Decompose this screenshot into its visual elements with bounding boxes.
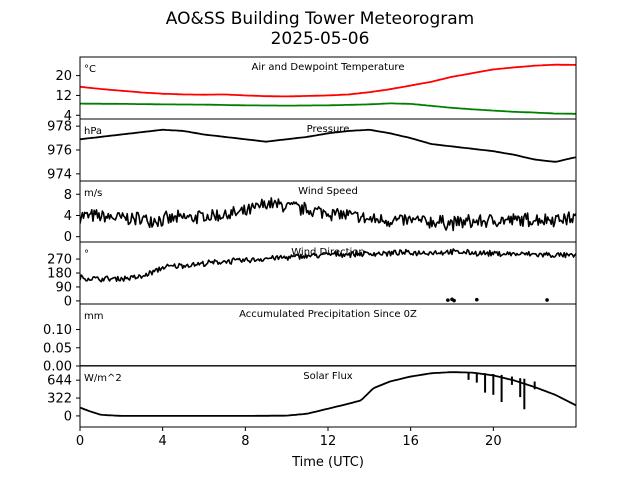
panel-series xyxy=(80,248,576,303)
panel-6: 0 322 644 W/m^2 Solar Flux xyxy=(47,365,577,428)
y-tick-label: 180 xyxy=(47,267,72,282)
y-tick-label: 644 xyxy=(47,374,72,389)
y-tick-label: 270 xyxy=(47,253,72,268)
panel-unit: ° xyxy=(84,249,89,260)
panel-series xyxy=(80,197,576,232)
y-tick-label: 322 xyxy=(47,392,72,407)
data-point xyxy=(446,298,450,302)
series-line-1 xyxy=(80,197,576,232)
x-axis: 0 4 8 12 16 20 xyxy=(76,427,502,449)
panel-series xyxy=(80,371,576,417)
panel-series xyxy=(80,128,576,163)
panel-unit: hPa xyxy=(84,126,102,137)
panel-title: Pressure xyxy=(307,124,350,135)
panel-1: 4 12 20 °C Air and Dewpoint Temperature xyxy=(55,56,577,124)
panel-3: 0 4 8 m/s Wind Speed xyxy=(64,180,577,245)
panel-title: Solar Flux xyxy=(303,371,353,382)
chart-subtitle: 2025-05-06 xyxy=(271,29,370,49)
y-tick-label: 0.10 xyxy=(43,323,72,338)
panel-unit: m/s xyxy=(84,188,102,199)
panel-2: 974 976 978 hPa Pressure xyxy=(47,118,577,182)
series-line-2 xyxy=(80,102,576,115)
y-tick-label: 20 xyxy=(55,69,72,84)
data-point xyxy=(452,298,456,303)
y-tick-label: 8 xyxy=(64,188,72,203)
x-tick-label: 16 xyxy=(402,434,419,449)
x-tick-label: 0 xyxy=(76,434,84,449)
panel-unit: °C xyxy=(84,64,96,75)
series-line-1 xyxy=(80,63,576,98)
x-axis-label: Time (UTC) xyxy=(291,455,364,470)
panel-5: 0.00 0.05 0.10 mm Accumulated Precipitation … xyxy=(43,303,577,375)
data-point xyxy=(545,298,549,302)
y-tick-label: 90 xyxy=(55,280,72,295)
panel-title: Accumulated Precipitation Since 0Z xyxy=(239,309,417,320)
data-point xyxy=(475,297,479,302)
panel-unit: mm xyxy=(84,311,103,322)
y-tick-label: 0 xyxy=(64,294,72,309)
y-tick-label: 976 xyxy=(47,144,72,159)
x-tick-label: 8 xyxy=(241,434,249,449)
y-tick-label: 0.00 xyxy=(43,360,72,375)
y-tick-label: 12 xyxy=(55,89,72,104)
x-tick-label: 20 xyxy=(485,434,502,449)
chart-title: AO&SS Building Tower Meteorogram xyxy=(166,9,474,29)
x-tick-label: 12 xyxy=(320,434,337,449)
y-tick-label: 4 xyxy=(64,209,72,224)
panel-title: Wind Speed xyxy=(298,186,358,197)
panel-series xyxy=(80,63,576,115)
series-line-1 xyxy=(80,128,576,163)
y-tick-label: 4 xyxy=(64,109,72,124)
panel-title: Air and Dewpoint Temperature xyxy=(252,62,405,73)
y-tick-label: 0 xyxy=(64,230,72,245)
panel-unit: W/m^2 xyxy=(84,373,122,384)
x-tick-label: 4 xyxy=(159,434,167,449)
panel-title: Wind Direction xyxy=(291,247,365,258)
y-tick-label: 0 xyxy=(64,409,72,424)
y-tick-label: 978 xyxy=(47,120,72,135)
y-tick-label: 974 xyxy=(47,167,72,182)
y-tick-label: 0.05 xyxy=(43,341,72,356)
series-line-1 xyxy=(80,248,576,283)
